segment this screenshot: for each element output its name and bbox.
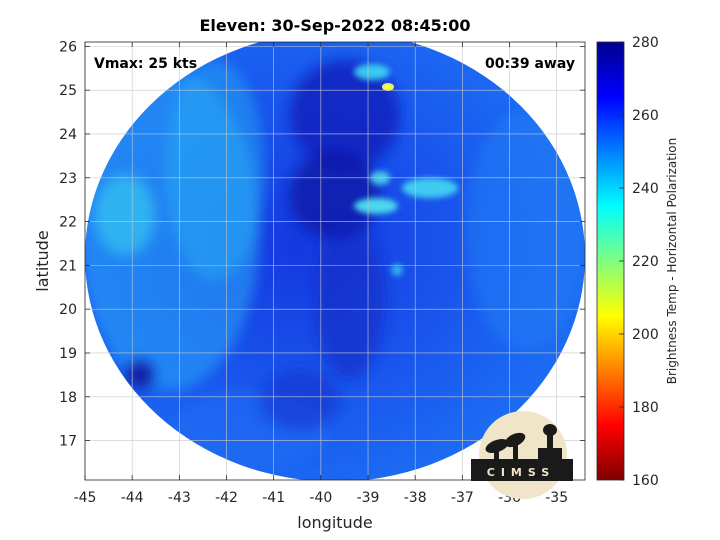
colorbar-tick-label: 220 xyxy=(632,254,659,270)
colorbar-tick-label: 280 xyxy=(632,35,659,51)
logo-text: CIMSS xyxy=(487,466,555,479)
x-tick-label: -43 xyxy=(168,490,191,506)
x-axis-label: longitude xyxy=(297,513,372,532)
y-tick-label: 24 xyxy=(59,127,77,143)
y-tick-label: 21 xyxy=(59,258,77,274)
y-axis-ticks: 17 18 19 20 21 22 23 24 25 26 xyxy=(59,39,585,450)
colorbar-label: Brightness Temp - Horizontal Polarizatio… xyxy=(665,138,679,385)
y-tick-label: 19 xyxy=(59,346,77,362)
y-tick-label: 22 xyxy=(59,215,77,231)
vmax-label: Vmax: 25 kts xyxy=(94,56,197,72)
colorbar-tick-label: 240 xyxy=(632,181,659,197)
x-tick-label: -42 xyxy=(215,490,238,506)
cimss-logo: CIMSS xyxy=(471,411,573,499)
x-tick-label: -40 xyxy=(309,490,332,506)
x-tick-label: -35 xyxy=(545,490,568,506)
grid-lines xyxy=(84,42,585,480)
brightness-temp-swath xyxy=(85,42,585,480)
x-tick-label: -44 xyxy=(121,490,144,506)
chart-title: Eleven: 30-Sep-2022 08:45:00 xyxy=(200,16,471,35)
y-tick-label: 20 xyxy=(59,302,77,318)
x-tick-label: -45 xyxy=(74,490,97,506)
x-tick-label: -39 xyxy=(357,490,380,506)
axes-box xyxy=(84,41,586,481)
colorbar-tick-label: 260 xyxy=(632,108,659,124)
y-tick-label: 17 xyxy=(59,434,77,450)
y-tick-label: 25 xyxy=(59,83,77,99)
colorbar-tick-label: 160 xyxy=(632,473,659,489)
x-tick-label: -41 xyxy=(262,490,285,506)
colorbar-ticks: 160 180 200 220 240 260 280 xyxy=(619,35,659,489)
colorbar-tick-label: 200 xyxy=(632,327,659,343)
y-axis-label: latitude xyxy=(33,230,52,291)
colorbar-tick-label: 180 xyxy=(632,400,659,416)
y-tick-label: 23 xyxy=(59,171,77,187)
y-tick-label: 26 xyxy=(59,39,77,55)
x-tick-label: -38 xyxy=(404,490,427,506)
time-away-label: 00:39 away xyxy=(485,56,575,72)
y-tick-label: 18 xyxy=(59,390,77,406)
x-tick-label: -37 xyxy=(451,490,474,506)
